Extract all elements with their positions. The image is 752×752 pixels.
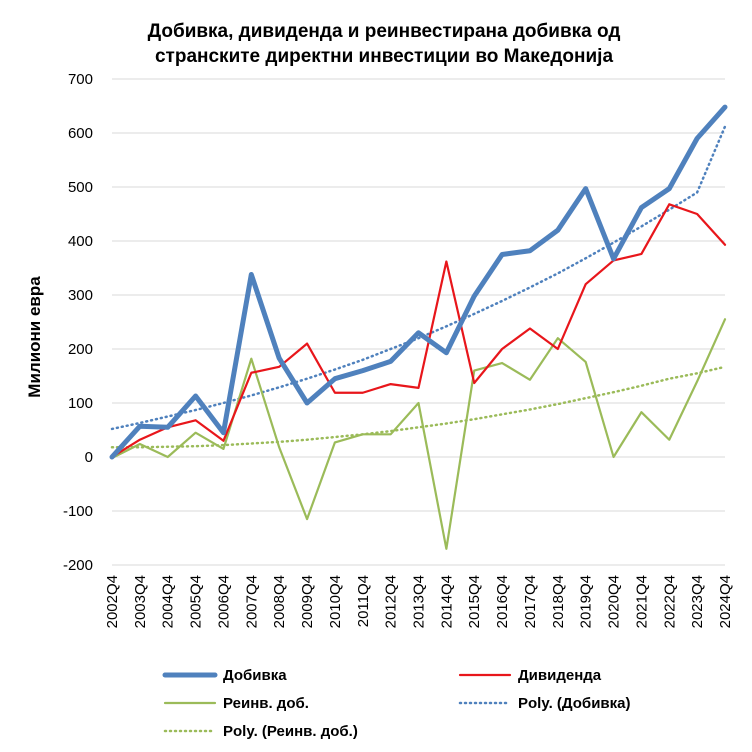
legend-label: Добивка — [223, 667, 287, 684]
x-tick-label: 2017Q4 — [522, 575, 539, 628]
legend-label: Реинв. доб. — [223, 695, 309, 712]
gridlines — [112, 78, 725, 566]
x-tick-label: 2023Q4 — [689, 575, 706, 628]
y-tick-label: 0 — [85, 449, 93, 466]
legend-label: Poly. (Добивка) — [518, 695, 630, 712]
series-lines — [109, 104, 728, 550]
y-axis-label: Милиони евра — [25, 276, 44, 398]
series-line-0 — [109, 104, 728, 460]
x-tick-label: 2009Q4 — [299, 575, 316, 628]
x-tick-label: 2016Q4 — [494, 575, 511, 628]
y-tick-label: 200 — [68, 341, 93, 358]
y-tick-label: -200 — [63, 557, 93, 574]
x-tick-label: 2020Q4 — [606, 575, 623, 628]
x-tick-label: 2021Q4 — [633, 575, 650, 628]
y-tick-label: 600 — [68, 125, 93, 142]
x-tick-label: 2005Q4 — [188, 575, 205, 628]
x-tick-label: 2006Q4 — [215, 575, 232, 628]
series-line-2 — [110, 318, 727, 550]
legend: Добивка Дивиденда Реинв. доб. Poly. (Добивк… — [162, 667, 630, 740]
legend-label: Poly. (Реинв. доб.) — [223, 723, 358, 740]
x-tick-label: 2022Q4 — [661, 575, 678, 628]
series-line-4 — [110, 365, 727, 449]
chart-title-line-2: странските директни инвестиции во Македо… — [155, 46, 613, 67]
x-tick-label: 2011Q4 — [355, 575, 372, 627]
x-tick-label: 2015Q4 — [466, 575, 483, 628]
x-tick-label: 2010Q4 — [327, 575, 344, 628]
y-tick-label: 700 — [68, 71, 93, 88]
y-tick-label: 500 — [68, 179, 93, 196]
y-tick-label: 100 — [68, 395, 93, 412]
x-tick-label: 2013Q4 — [411, 575, 428, 628]
x-tick-label: 2002Q4 — [104, 575, 121, 628]
y-tick-label: 300 — [68, 287, 93, 304]
x-tick-label: 2014Q4 — [438, 575, 455, 628]
x-tick-label: 2007Q4 — [243, 575, 260, 628]
x-tick-label: 2003Q4 — [132, 575, 149, 628]
x-axis-ticks: 2002Q4 2003Q4 2004Q4 2005Q4 2006Q4 2007Q4 2008… — [104, 575, 734, 628]
series-line-1 — [110, 203, 727, 459]
y-tick-label: -100 — [63, 503, 93, 520]
chart-title: Добивка, дивиденда и реинвестирана добив… — [148, 21, 621, 67]
x-tick-label: 2018Q4 — [550, 575, 567, 628]
x-tick-label: 2024Q4 — [717, 575, 734, 628]
x-tick-label: 2012Q4 — [383, 575, 400, 628]
x-tick-label: 2019Q4 — [578, 575, 595, 628]
y-tick-label: 400 — [68, 233, 93, 250]
chart-title-line-1: Добивка, дивиденда и реинвестирана добив… — [148, 21, 621, 42]
legend-label: Дивиденда — [518, 667, 602, 684]
y-axis-ticks: -200 -100 0 100 200 300 400 500 600 700 — [63, 71, 93, 574]
x-tick-label: 2004Q4 — [160, 575, 177, 628]
series-line-3 — [110, 125, 727, 431]
x-tick-label: 2008Q4 — [271, 575, 288, 628]
